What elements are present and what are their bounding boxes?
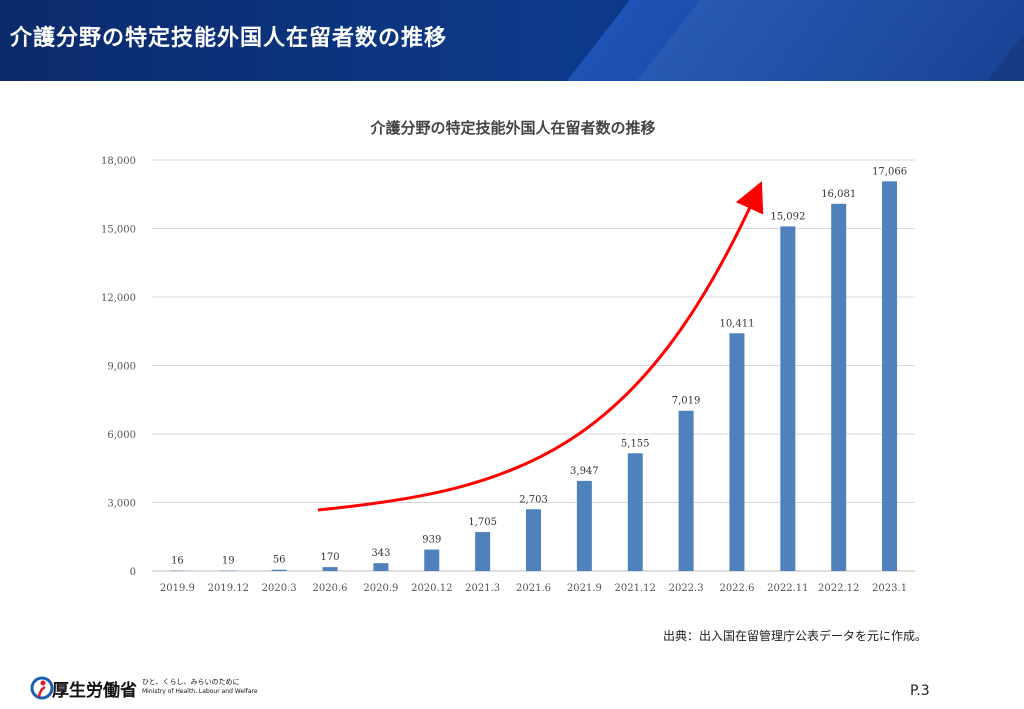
bar [475, 532, 491, 571]
x-tick-label: 2022.11 [767, 583, 808, 594]
data-label: 17,066 [872, 166, 907, 177]
x-tick-label: 2023.1 [872, 583, 907, 594]
data-label: 15,092 [770, 211, 805, 222]
ministry-tagline: ひと、くらし、みらいのために Ministry of Health, Labou… [142, 678, 258, 696]
data-label: 7,019 [672, 396, 701, 407]
x-tick-label: 2021.6 [516, 583, 551, 594]
x-tick-label: 2022.3 [669, 583, 704, 594]
ministry-name: 厚生労働省 [52, 681, 137, 701]
data-label: 3,947 [570, 466, 599, 477]
bar [169, 570, 185, 572]
chart-title: 介護分野の特定技能外国人在留者数の推移 [369, 119, 655, 137]
bar [627, 453, 643, 571]
data-label: 56 [273, 555, 286, 566]
data-label: 170 [320, 552, 339, 563]
x-tick-label: 2020.6 [313, 583, 348, 594]
bar [322, 567, 338, 571]
y-tick-label: 15,000 [101, 225, 136, 236]
data-label: 939 [422, 535, 441, 546]
x-tick-label: 2021.12 [615, 583, 656, 594]
bar [831, 203, 847, 571]
y-tick-label: 6,000 [107, 430, 136, 441]
bar [526, 509, 541, 571]
data-label: 10,411 [719, 318, 754, 329]
data-label: 343 [371, 548, 390, 559]
ministry-logo: 厚生労働省 ひと、くらし、みらいのために Ministry of Health,… [30, 674, 270, 704]
x-tick-label: 2020.3 [262, 583, 297, 594]
y-tick-label: 12,000 [101, 293, 136, 304]
data-label: 1,705 [468, 517, 497, 528]
x-tick-label: 2022.12 [818, 583, 859, 594]
bar [373, 563, 389, 571]
x-tick-label: 2019.12 [208, 583, 249, 594]
bar [220, 570, 236, 572]
y-tick-label: 18,000 [101, 156, 136, 167]
page-number: P.3 [910, 683, 930, 699]
x-tick-label: 2021.3 [465, 583, 500, 594]
bar [678, 410, 694, 571]
x-tick-label: 2021.9 [567, 583, 602, 594]
data-label: 16 [171, 556, 184, 567]
x-tick-label: 2020.12 [411, 583, 452, 594]
x-tick-label: 2020.9 [363, 583, 398, 594]
bar [271, 569, 287, 571]
data-label: 19 [222, 556, 235, 567]
bar [424, 549, 440, 571]
data-label: 16,081 [821, 189, 856, 200]
y-tick-label: 9,000 [107, 362, 136, 373]
data-label: 5,155 [621, 438, 650, 449]
tagline-en: Ministry of Health, Labour and Welfare [142, 688, 258, 695]
value-labels: 16 19 56 170 343 939 1,705 2,703 3,947 5,155 7,019… [171, 166, 907, 566]
bar [780, 226, 796, 571]
x-tick-label: 2019.9 [160, 583, 195, 594]
x-axis: 2019.9 2019.12 2020.3 2020.6 2020.9 2020.12 20… [160, 583, 907, 594]
trend-arrow [317, 181, 764, 512]
page-title: 介護分野の特定技能外国人在留者数の推移 [10, 26, 448, 51]
bar [729, 333, 745, 571]
tagline-jp: ひと、くらし、みらいのために [142, 678, 240, 686]
x-tick-label: 2022.6 [719, 583, 754, 594]
source-note: 出典：出入国在留管理庁公表データを元に作成。 [663, 629, 928, 643]
ministry-emblem-icon [30, 676, 54, 700]
y-axis: 0 3,000 6,000 9,000 12,000 15,000 18,000 [101, 156, 136, 578]
bar [882, 181, 898, 571]
y-tick-label: 0 [130, 567, 136, 578]
header-banner: 介護分野の特定技能外国人在留者数の推移 [0, 0, 1024, 81]
y-tick-label: 3,000 [107, 499, 136, 510]
bars [169, 181, 898, 572]
bar [576, 480, 592, 571]
data-label: 2,703 [519, 494, 548, 505]
